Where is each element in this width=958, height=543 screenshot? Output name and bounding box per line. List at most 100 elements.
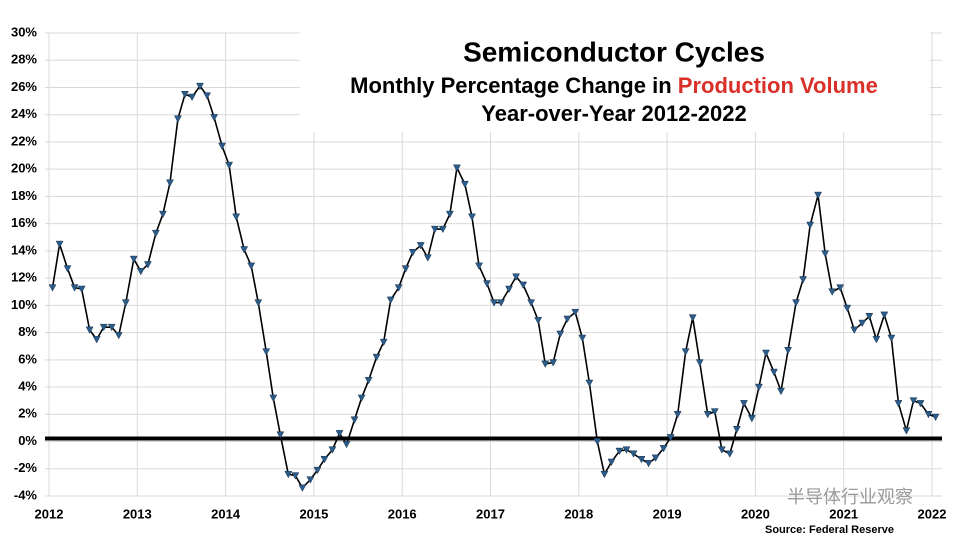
- data-point: [401, 265, 410, 273]
- data-point: [232, 213, 241, 221]
- data-point: [909, 397, 918, 405]
- data-point: [585, 379, 594, 388]
- data-point: [114, 332, 123, 340]
- x-tick-label: 2020: [741, 506, 770, 521]
- data-point: [578, 334, 587, 343]
- data-point: [770, 368, 778, 377]
- series-line: [51, 84, 936, 490]
- data-point: [792, 299, 800, 307]
- data-point: [534, 317, 543, 325]
- y-tick-label: 12%: [11, 270, 37, 285]
- data-point: [121, 299, 130, 307]
- data-point: [254, 299, 263, 307]
- data-point: [512, 273, 521, 281]
- data-point: [328, 446, 337, 454]
- data-point: [55, 240, 64, 249]
- data-point: [681, 348, 690, 356]
- data-point: [92, 336, 101, 344]
- data-point: [865, 312, 874, 321]
- data-point: [453, 164, 461, 172]
- data-point: [814, 191, 823, 200]
- data-point: [298, 484, 307, 492]
- subtitle-highlight: Production Volume: [678, 73, 878, 98]
- data-point: [717, 446, 726, 454]
- data-point: [386, 296, 395, 304]
- plot: [45, 82, 942, 492]
- data-point: [902, 427, 911, 435]
- data-point: [924, 411, 933, 419]
- data-point: [379, 338, 388, 347]
- data-point: [423, 254, 432, 262]
- data-point: [129, 255, 138, 264]
- data-point: [659, 445, 668, 453]
- x-tick-label: 2015: [299, 506, 328, 521]
- data-point: [364, 377, 373, 385]
- chart-subtitle: Monthly Percentage Change in Production …: [350, 73, 878, 98]
- data-point: [143, 261, 152, 269]
- data-point: [468, 213, 476, 221]
- chart-subtitle-2: Year-over-Year 2012-2022: [481, 101, 746, 126]
- data-point: [372, 353, 381, 362]
- data-point: [931, 413, 940, 422]
- data-point: [320, 455, 329, 464]
- data-point: [549, 359, 558, 367]
- data-point: [644, 460, 653, 468]
- y-tick-label: 18%: [11, 188, 37, 203]
- data-point: [607, 458, 616, 466]
- data-point: [430, 225, 439, 234]
- data-point: [276, 431, 285, 439]
- y-tick-label: 24%: [11, 106, 37, 121]
- x-tick-label: 2017: [476, 506, 505, 521]
- y-tick-label: 0%: [18, 433, 37, 448]
- data-point: [755, 383, 763, 392]
- data-point: [460, 180, 469, 189]
- data-point: [629, 450, 638, 458]
- y-tick-label: 30%: [11, 24, 37, 39]
- data-point: [710, 408, 719, 416]
- data-point: [438, 225, 447, 234]
- data-point: [836, 284, 845, 292]
- data-point: [615, 447, 624, 456]
- data-point: [313, 466, 322, 475]
- data-point: [70, 284, 79, 292]
- x-tick-label: 2016: [388, 506, 417, 521]
- data-point: [799, 276, 808, 284]
- chart-title: Semiconductor Cycles: [463, 36, 765, 67]
- data-point: [571, 308, 580, 317]
- data-point: [622, 446, 631, 454]
- data-point: [181, 91, 189, 99]
- data-point: [416, 242, 425, 250]
- y-tick-label: 10%: [11, 297, 37, 312]
- data-point: [806, 221, 815, 230]
- data-point: [593, 438, 602, 446]
- data-point: [151, 229, 160, 238]
- data-point: [916, 400, 925, 408]
- data-point: [880, 311, 889, 319]
- data-point: [107, 323, 116, 332]
- data-point: [673, 411, 682, 419]
- data-point: [342, 441, 351, 449]
- data-point: [695, 359, 704, 367]
- data-point: [85, 326, 94, 334]
- data-point: [519, 281, 528, 289]
- data-point: [158, 210, 167, 219]
- y-tick-label: -4%: [14, 487, 38, 502]
- data-point: [306, 476, 315, 484]
- title-backdrop: [300, 32, 930, 132]
- data-point: [262, 348, 271, 356]
- y-tick-label: 6%: [18, 351, 37, 366]
- data-point: [225, 161, 234, 170]
- data-point: [48, 284, 57, 292]
- data-point: [357, 394, 366, 402]
- data-point: [762, 349, 770, 358]
- data-point: [497, 299, 506, 307]
- x-tick-label: 2021: [829, 506, 858, 521]
- data-point: [725, 450, 734, 458]
- x-tick-label: 2022: [918, 506, 947, 521]
- x-tick-label: 2012: [35, 506, 64, 521]
- data-point: [541, 360, 550, 368]
- data-point: [600, 470, 609, 479]
- data-point: [77, 285, 86, 294]
- data-point: [637, 455, 646, 464]
